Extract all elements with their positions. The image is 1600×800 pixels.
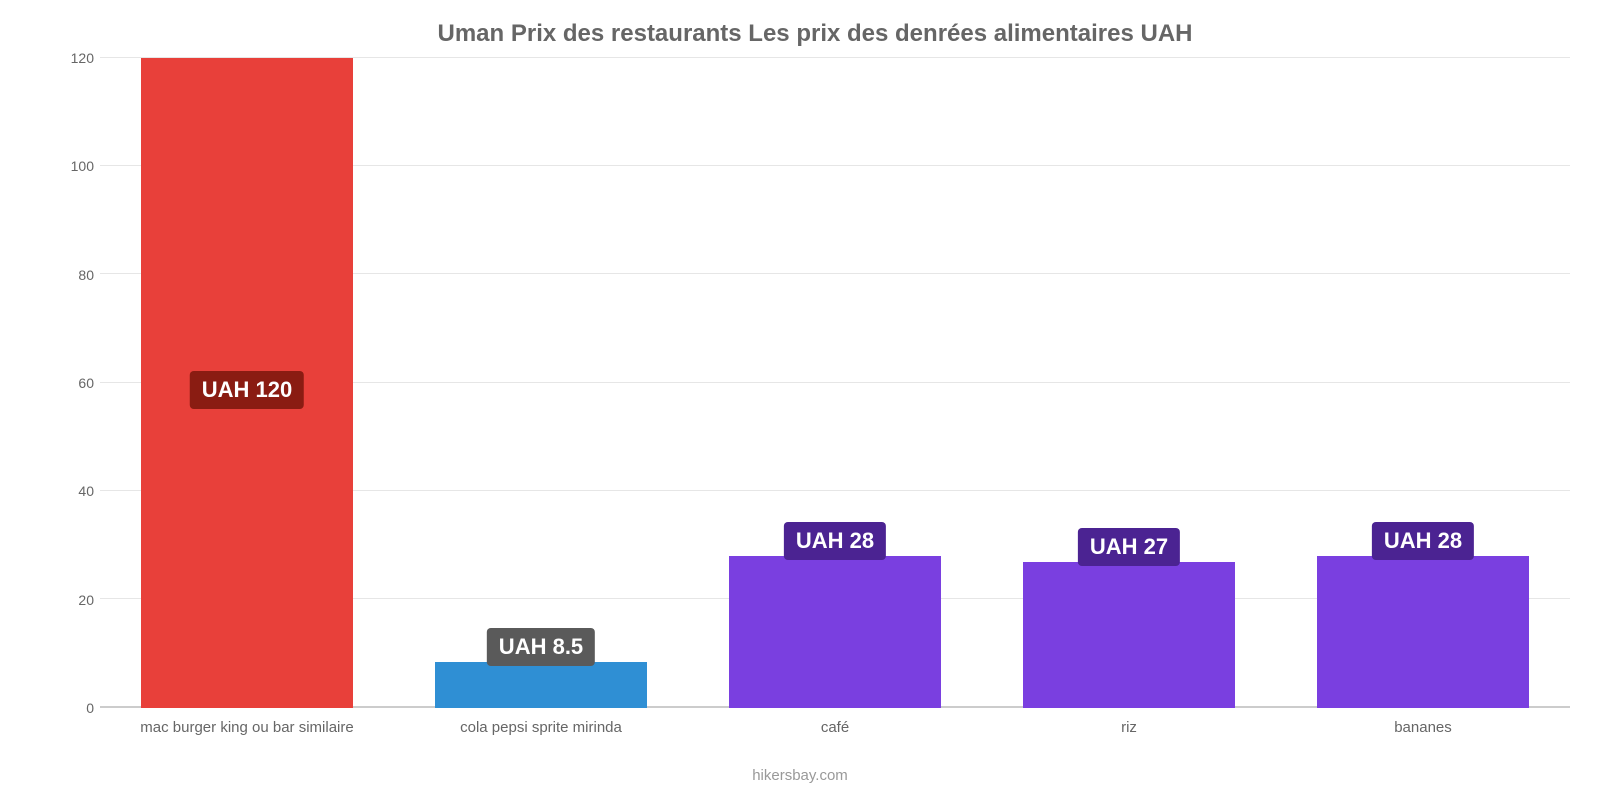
- y-tick-label: 40: [78, 483, 94, 499]
- x-axis-label: bananes: [1276, 719, 1570, 736]
- y-tick-label: 60: [78, 375, 94, 391]
- y-tick-label: 120: [71, 50, 94, 66]
- value-badge: UAH 27: [1078, 528, 1180, 566]
- bar-slot: UAH 120: [100, 58, 394, 708]
- plot-area: 020406080100120 UAH 120UAH 8.5UAH 28UAH …: [60, 58, 1570, 708]
- y-tick-label: 20: [78, 592, 94, 608]
- y-tick-label: 100: [71, 158, 94, 174]
- y-axis: 020406080100120: [60, 58, 100, 708]
- y-tick-label: 0: [86, 700, 94, 716]
- credit-text: hikersbay.com: [0, 767, 1600, 784]
- bar-group: UAH 120 UAH 8.5 UAH 28 UAH 27 UAH 28: [100, 58, 1570, 708]
- value-badge: UAH 28: [784, 522, 886, 560]
- x-axis-label: riz: [982, 719, 1276, 736]
- bar: UAH 28: [729, 556, 941, 708]
- chart-title: Uman Prix des restaurants Les prix des d…: [60, 20, 1570, 48]
- bar: UAH 120: [141, 58, 353, 708]
- bar: UAH 8.5: [435, 662, 647, 708]
- value-badge: UAH 120: [190, 371, 304, 409]
- bar: UAH 27: [1023, 562, 1235, 708]
- price-chart: Uman Prix des restaurants Les prix des d…: [0, 0, 1600, 800]
- x-axis-label: café: [688, 719, 982, 736]
- value-badge: UAH 8.5: [487, 628, 595, 666]
- x-axis-label: mac burger king ou bar similaire: [100, 719, 394, 736]
- x-axis-label: cola pepsi sprite mirinda: [394, 719, 688, 736]
- bar-slot: UAH 27: [982, 58, 1276, 708]
- x-axis-labels: mac burger king ou bar similairecola pep…: [100, 719, 1570, 736]
- bar: UAH 28: [1317, 556, 1529, 708]
- y-tick-label: 80: [78, 267, 94, 283]
- value-badge: UAH 28: [1372, 522, 1474, 560]
- bar-slot: UAH 28: [688, 58, 982, 708]
- bar-slot: UAH 8.5: [394, 58, 688, 708]
- bar-slot: UAH 28: [1276, 58, 1570, 708]
